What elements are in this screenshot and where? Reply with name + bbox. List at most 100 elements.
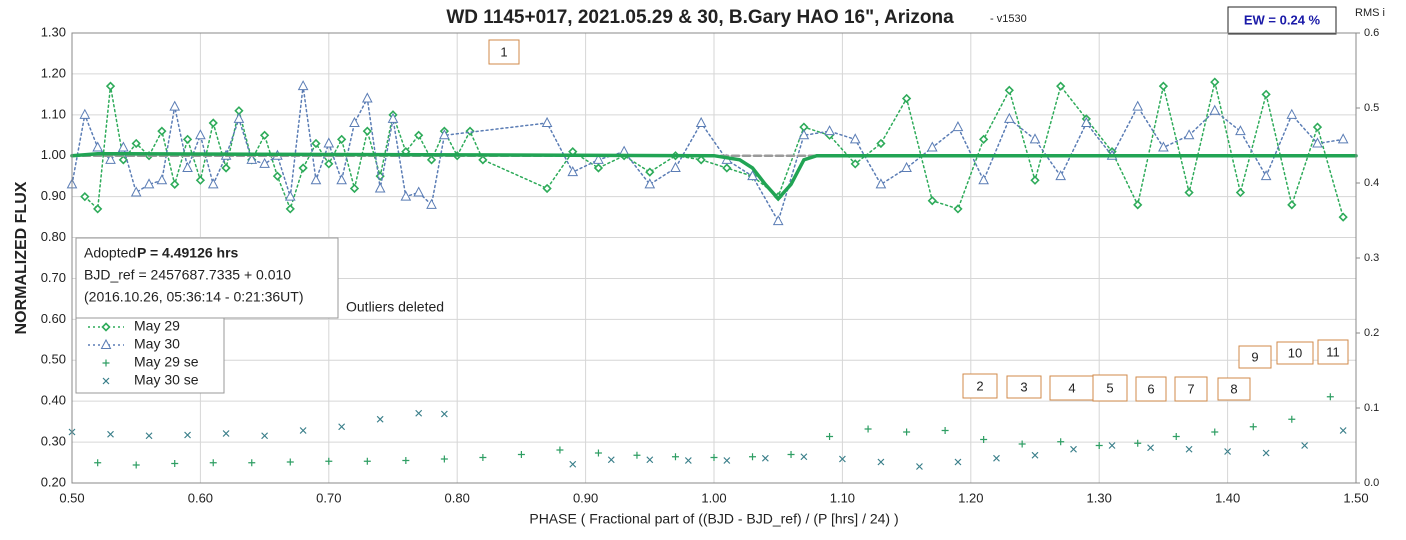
marker: [800, 453, 808, 461]
marker: [1056, 81, 1066, 91]
marker: [1081, 116, 1092, 127]
marker: [980, 436, 988, 443]
marker: [722, 163, 732, 173]
plot-frame: [71, 32, 1357, 484]
marker: [926, 141, 938, 152]
marker: [695, 116, 707, 127]
marker: [1183, 129, 1195, 140]
marker: [105, 81, 116, 91]
annotation-box: [1174, 376, 1208, 402]
marker: [221, 163, 231, 173]
marker: [901, 161, 912, 172]
marker: [426, 155, 437, 165]
y-tick-label: 1.30: [41, 24, 66, 39]
marker: [1235, 187, 1246, 198]
marker: [94, 459, 102, 467]
marker: [143, 178, 155, 189]
marker: [363, 457, 371, 465]
marker: [1108, 442, 1116, 449]
marker: [337, 134, 347, 144]
marker: [478, 155, 488, 165]
marker: [105, 153, 116, 164]
info-line: BJD_ref = 2457687.7335 + 0.010: [84, 267, 291, 283]
marker: [222, 430, 230, 437]
marker: [864, 425, 872, 433]
marker: [1210, 77, 1220, 87]
marker: [362, 126, 372, 136]
annotation-label: 10: [1288, 345, 1302, 360]
marker: [93, 204, 103, 214]
marker: [1132, 100, 1144, 111]
x-tick-label: 0.90: [573, 490, 598, 505]
marker: [349, 116, 360, 127]
marker: [1095, 442, 1103, 449]
marker: [285, 204, 295, 214]
note: Outliers deleted: [346, 299, 444, 315]
marker: [209, 459, 217, 467]
marker: [170, 179, 180, 189]
marker: [207, 178, 219, 189]
series-line: [71, 86, 1344, 224]
marker: [1337, 133, 1349, 144]
marker: [311, 138, 321, 149]
marker: [440, 410, 448, 418]
y-tick-label: 0.30: [41, 434, 66, 449]
marker: [901, 93, 912, 104]
marker: [684, 457, 692, 464]
marker: [101, 322, 111, 332]
marker: [849, 133, 861, 144]
marker: [645, 167, 655, 177]
marker: [953, 204, 963, 214]
x-tick-label: 1.50: [1343, 490, 1368, 505]
marker: [1339, 427, 1347, 434]
marker: [978, 174, 989, 185]
marker: [1030, 175, 1040, 185]
marker: [1029, 133, 1041, 144]
marker: [1184, 187, 1194, 198]
marker: [376, 415, 384, 423]
ew-box: [1227, 6, 1337, 35]
y2-tick-label: 0.5: [1364, 102, 1379, 114]
x-tick-label: 1.10: [830, 490, 855, 505]
marker: [338, 423, 346, 431]
marker: [556, 446, 564, 454]
marker: [979, 134, 989, 144]
marker: [607, 456, 615, 464]
marker: [569, 460, 577, 468]
y-axis-label: NORMALIZED FLUX: [13, 181, 30, 334]
legend-label: May 29: [134, 318, 180, 334]
marker: [916, 463, 923, 470]
annotation-label: 4: [1068, 380, 1075, 395]
marker: [297, 80, 309, 91]
marker: [1158, 81, 1169, 91]
marker: [92, 141, 104, 152]
marks: [66, 77, 1358, 470]
marker: [875, 178, 887, 189]
marker: [259, 130, 270, 140]
marker: [826, 433, 834, 440]
marker: [1018, 440, 1026, 448]
annotation-box: [1317, 339, 1349, 365]
marker: [1286, 108, 1298, 119]
marker: [1260, 170, 1272, 181]
marker: [1287, 200, 1297, 210]
y2-tick-label: 0.0: [1364, 477, 1379, 489]
series-line: [84, 81, 1344, 218]
marker: [633, 451, 641, 459]
marker: [156, 174, 168, 185]
marker: [1312, 137, 1323, 148]
marker: [157, 126, 167, 136]
marker: [941, 427, 949, 434]
y2-tick-label: 0.1: [1364, 402, 1379, 414]
series-line: [70, 151, 1358, 202]
y-tick-label: 0.90: [41, 188, 66, 203]
marker: [850, 159, 860, 169]
marker: [299, 427, 307, 434]
info-line: (2016.10.26, 05:36:14 - 0:21:36UT): [84, 289, 303, 305]
marker: [479, 454, 487, 461]
marker: [1262, 449, 1270, 457]
annotation-label: 8: [1230, 381, 1237, 396]
annotation-label: 3: [1020, 379, 1027, 394]
legend-label: May 29 se: [134, 354, 199, 370]
y-tick-label: 0.70: [41, 270, 66, 285]
